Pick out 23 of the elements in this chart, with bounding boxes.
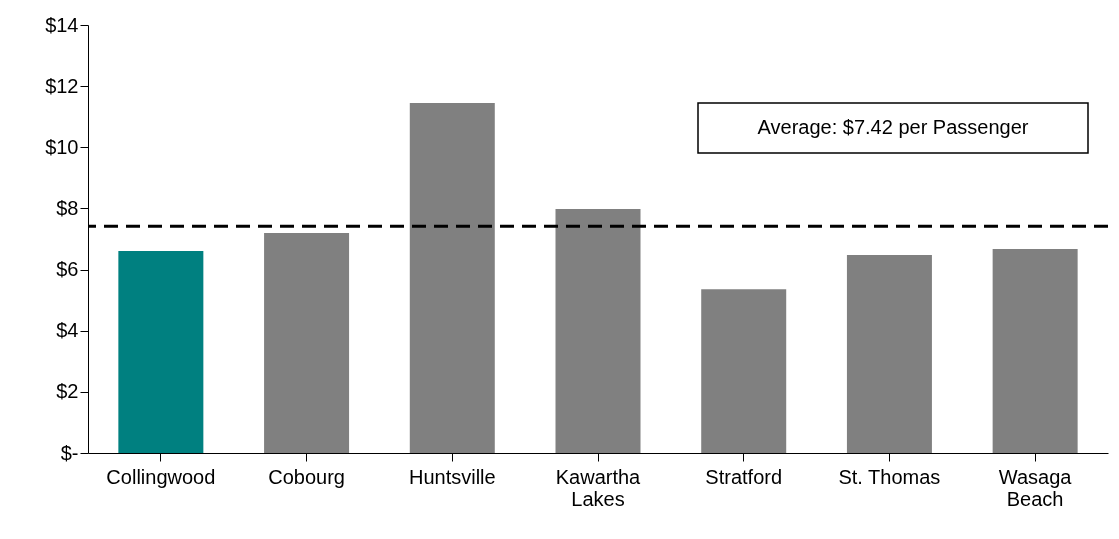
- x-tick-label: Wasaga Beach: [998, 465, 1073, 510]
- y-tick-label: $4: [56, 319, 79, 342]
- y-tick-label: $14: [45, 13, 79, 36]
- x-tick-label: St. Thomas: [838, 465, 941, 488]
- bar: [992, 249, 1078, 453]
- y-tick-label: $-: [60, 441, 79, 464]
- bar: [555, 209, 641, 453]
- bar: [409, 102, 495, 453]
- bar: [118, 250, 204, 453]
- x-tick-label: Huntsville: [408, 465, 496, 488]
- y-tick-label: $2: [56, 380, 79, 403]
- ref-line-label: Average: $7.42 per Passenger: [757, 116, 1029, 138]
- bar: [846, 254, 932, 453]
- x-tick-label: Collingwood: [106, 465, 216, 488]
- y-tick-label: $12: [45, 74, 79, 97]
- y-tick-label: $8: [56, 196, 79, 219]
- y-tick-label: $6: [56, 258, 79, 281]
- x-tick-label: Stratford: [705, 465, 783, 488]
- y-tick-label: $10: [45, 135, 79, 158]
- x-tick-label: Cobourg: [268, 465, 345, 488]
- bar: [264, 232, 350, 453]
- x-tick-label: Kawartha Lakes: [555, 465, 642, 510]
- bar: [701, 289, 787, 453]
